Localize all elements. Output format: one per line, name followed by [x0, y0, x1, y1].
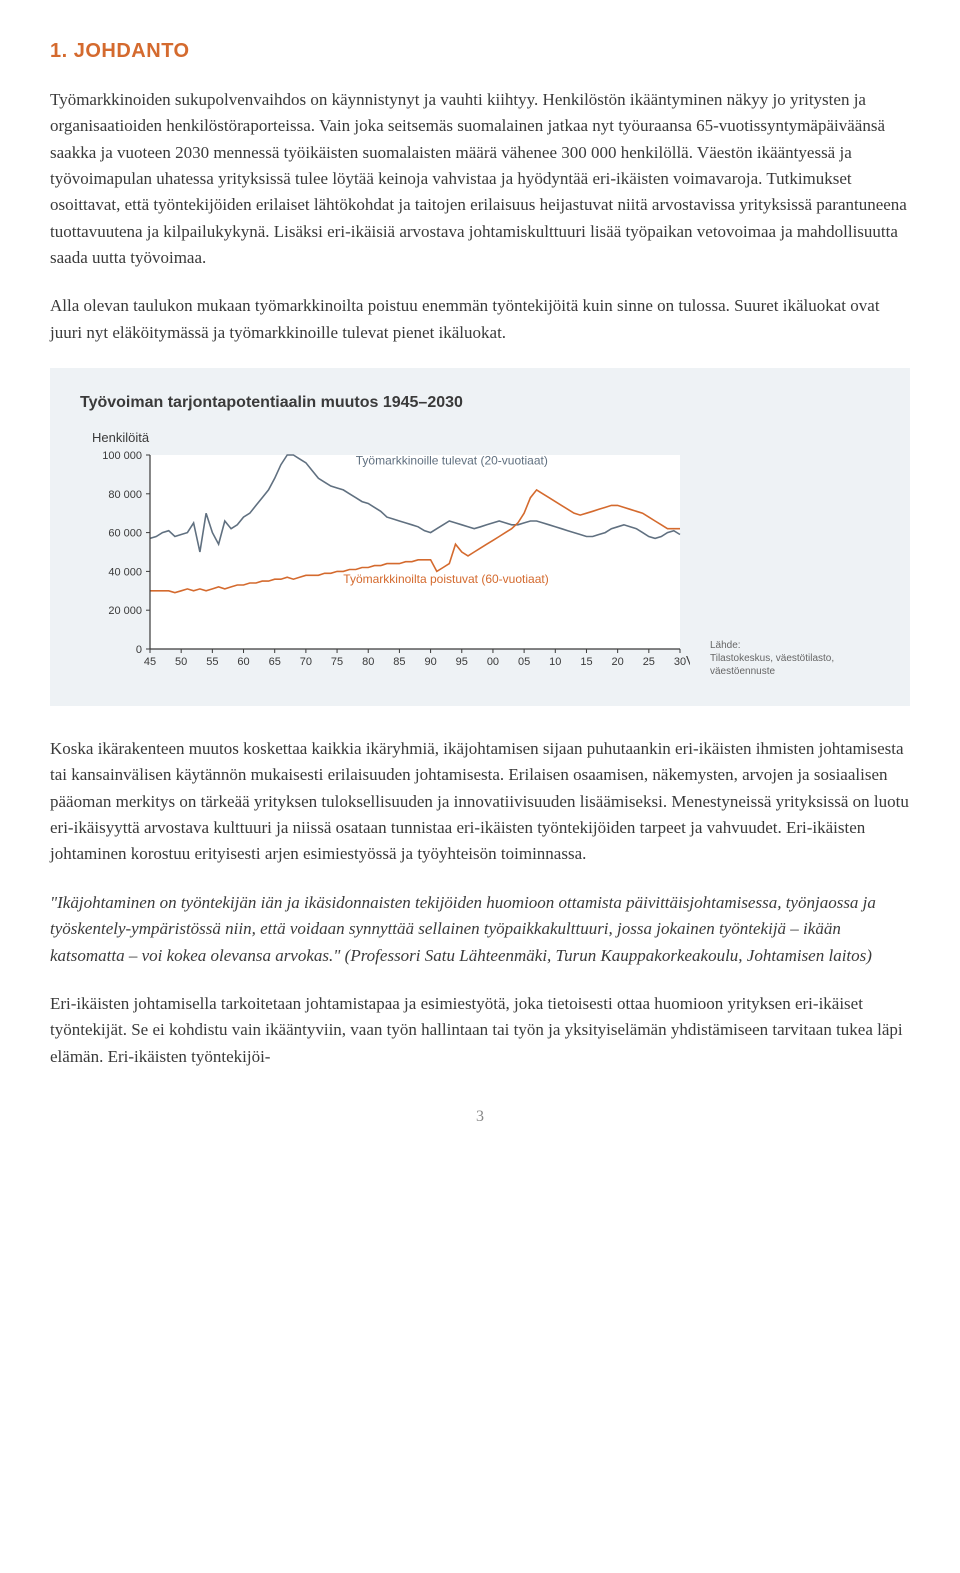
svg-text:25: 25 — [643, 656, 655, 668]
svg-text:70: 70 — [300, 656, 312, 668]
svg-text:90: 90 — [424, 656, 436, 668]
svg-text:10: 10 — [549, 656, 561, 668]
chart-source-label: Lähde: — [710, 640, 741, 651]
svg-text:40 000: 40 000 — [108, 566, 142, 578]
svg-text:80: 80 — [362, 656, 374, 668]
chart-container: Työvoiman tarjontapotentiaalin muutos 19… — [50, 368, 910, 706]
svg-text:60: 60 — [237, 656, 249, 668]
line-chart: 0 20 000 40 000 60 000 80 000 100 000 45 50 55 60… — [80, 449, 690, 679]
svg-text:20 000: 20 000 — [108, 605, 142, 617]
svg-text:65: 65 — [269, 656, 281, 668]
svg-text:30: 30 — [674, 656, 686, 668]
page-number: 3 — [50, 1108, 910, 1126]
svg-text:80 000: 80 000 — [108, 489, 142, 501]
paragraph-5: Eri-ikäisten johtamisella tarkoitetaan j… — [50, 991, 910, 1070]
svg-text:15: 15 — [580, 656, 592, 668]
svg-text:Työmarkkinoilta poistuvat (60-: Työmarkkinoilta poistuvat (60-vuotiaat) — [343, 572, 548, 586]
paragraph-2: Alla olevan taulukon mukaan työmarkkinoi… — [50, 293, 910, 346]
svg-text:20: 20 — [612, 656, 624, 668]
chart-svg-wrap: 0 20 000 40 000 60 000 80 000 100 000 45 50 55 60… — [80, 449, 690, 684]
chart-source: Lähde: Tilastokeskus, väestötilasto, väe… — [710, 639, 880, 684]
svg-text:05: 05 — [518, 656, 530, 668]
svg-text:95: 95 — [456, 656, 468, 668]
svg-text:Vuosi: Vuosi — [686, 653, 690, 668]
svg-text:45: 45 — [144, 656, 156, 668]
chart-ylabel: Henkilöitä — [92, 430, 880, 445]
paragraph-quote: "Ikäjohtaminen on työntekijän iän ja ikä… — [50, 890, 910, 969]
chart-source-text: Tilastokeskus, väestötilasto, väestöennu… — [710, 653, 834, 677]
svg-text:00: 00 — [487, 656, 499, 668]
paragraph-3: Koska ikärakenteen muutos koskettaa kaik… — [50, 736, 910, 868]
section-heading: 1. JOHDANTO — [50, 40, 910, 63]
svg-text:Työmarkkinoille tulevat (20-vu: Työmarkkinoille tulevat (20-vuotiaat) — [356, 454, 548, 468]
svg-text:60 000: 60 000 — [108, 528, 142, 540]
svg-text:0: 0 — [136, 644, 142, 656]
svg-text:85: 85 — [393, 656, 405, 668]
paragraph-1: Työmarkkinoiden sukupolvenvaihdos on käy… — [50, 87, 910, 271]
svg-text:50: 50 — [175, 656, 187, 668]
svg-text:55: 55 — [206, 656, 218, 668]
svg-text:100 000: 100 000 — [102, 450, 142, 462]
chart-title: Työvoiman tarjontapotentiaalin muutos 19… — [80, 394, 880, 412]
svg-text:75: 75 — [331, 656, 343, 668]
